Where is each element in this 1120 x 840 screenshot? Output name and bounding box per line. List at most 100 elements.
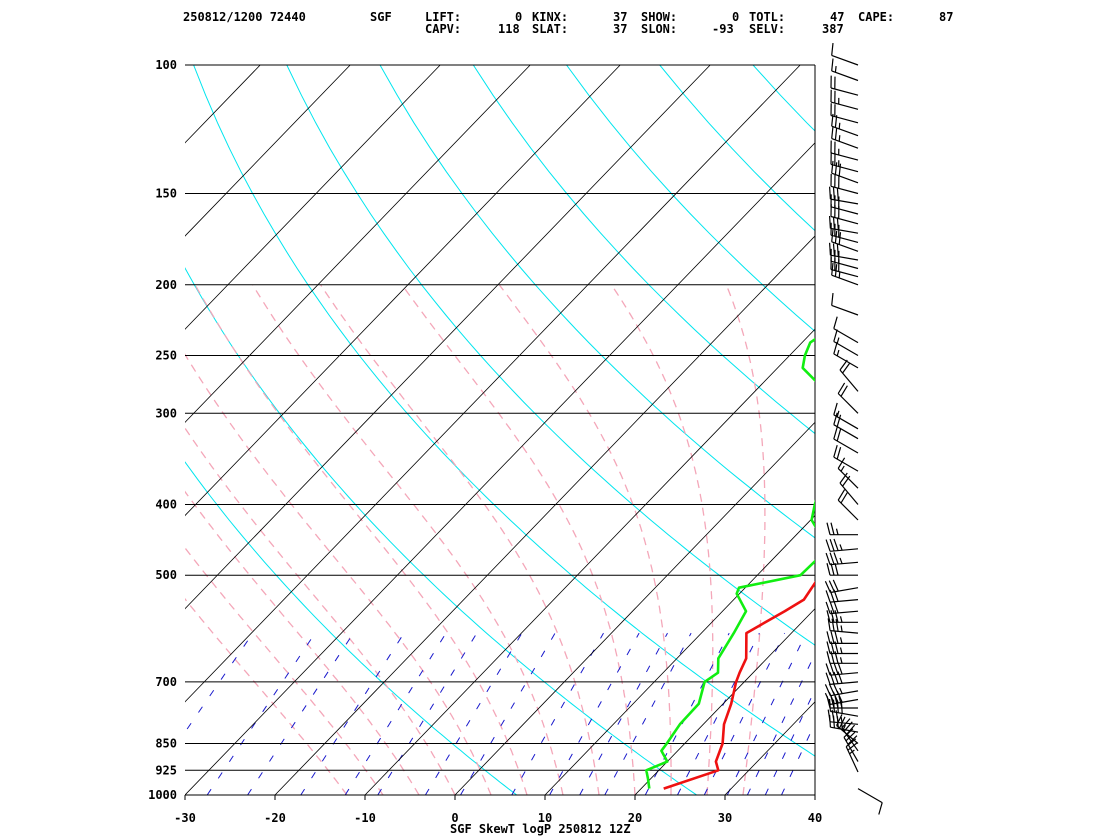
wind-barb-half-feather (838, 271, 841, 278)
wind-barb-feather (825, 590, 831, 603)
moist-adiabat (185, 546, 384, 795)
header-totl-value: 47 (830, 10, 845, 24)
header-lift-label: LIFT: (425, 10, 462, 24)
mixing-ratio-line (206, 632, 316, 795)
wind-barb-feather (846, 724, 856, 735)
wind-barb-half-feather (834, 66, 837, 73)
wind-barb-feather (842, 475, 851, 487)
wind-barb-staff (839, 482, 859, 505)
temperature-tick-label: -20 (264, 811, 286, 825)
wind-barb-feather (825, 552, 831, 565)
wind-barb-feather (833, 662, 839, 675)
dry-adiabat (846, 65, 1120, 795)
isotherm (0, 65, 170, 795)
wind-barb-feather (836, 447, 842, 460)
wind-barb-feather (834, 631, 839, 644)
wind-barb-staff (831, 274, 859, 286)
wind-barb-feather (831, 43, 834, 56)
wind-barb-feather (833, 402, 838, 415)
wind-barb-feather (830, 563, 835, 576)
wind-barb-feather (831, 618, 835, 632)
wind-barb-half-feather (836, 410, 840, 417)
wind-barb-feather (842, 362, 851, 374)
wind-barb-feather (831, 160, 834, 174)
dry-adiabat (659, 65, 815, 232)
wind-barb (857, 788, 883, 815)
wind-barb-feather (827, 618, 831, 631)
wind-barb-staff (830, 587, 859, 594)
wind-barb (825, 589, 859, 603)
wind-barb (826, 651, 858, 664)
wind-barb (839, 472, 859, 505)
wind-barb-feather (829, 242, 831, 256)
wind-barb-feather (829, 601, 835, 614)
temperature-tick-label: 10 (538, 811, 552, 825)
header-slat-value: 37 (613, 22, 628, 36)
wind-barb (831, 293, 859, 316)
dry-adiabat (185, 267, 697, 795)
wind-barb-staff (845, 746, 859, 773)
isotherm (185, 65, 261, 144)
wind-barb-feather (831, 58, 834, 71)
wind-barb-feather (836, 244, 839, 257)
temperature-trace (663, 580, 815, 790)
wind-barb-staff (830, 672, 859, 676)
wind-barb-staff (830, 115, 859, 124)
wind-barb-feather (835, 619, 839, 632)
wind-barb-feather (825, 672, 831, 685)
wind-barb-feather (827, 709, 831, 722)
isobar-label: 500 (155, 568, 177, 582)
wind-barb (825, 662, 859, 676)
wind-barb (825, 552, 859, 566)
moist-adiabat (194, 284, 528, 795)
temperature-tick-label: 40 (808, 811, 822, 825)
wind-barb (833, 316, 859, 344)
wind-barb-feather (829, 539, 835, 552)
wind-barb-feather (829, 552, 835, 565)
wind-barb-staff (830, 599, 859, 603)
wind-barb-staff (830, 548, 859, 552)
wind-barb-feather (826, 631, 831, 644)
wind-barb-staff (830, 206, 859, 215)
moist-adiabat (498, 284, 672, 795)
wind-barb-staff (831, 70, 859, 82)
header-slon-value: -93 (712, 22, 734, 36)
wind-barb-staff (830, 268, 859, 278)
wind-barb (830, 194, 859, 215)
wind-barb-staff (837, 467, 859, 489)
wind-barb-half-feather (839, 544, 843, 551)
wind-barb (831, 43, 859, 66)
dry-adiabat (1033, 65, 1120, 795)
dry-adiabat (185, 461, 518, 795)
mixing-ratio-line (247, 632, 354, 795)
isobar-label: 1000 (148, 788, 177, 802)
dry-adiabat (939, 65, 1120, 795)
wind-barb-feather (828, 683, 835, 696)
wind-barb-feather (834, 162, 838, 175)
wind-barb-half-feather (840, 625, 843, 632)
wind-barb-feather (833, 601, 839, 614)
wind-barb-feather (832, 216, 835, 230)
wind-barb-feather (847, 735, 858, 745)
wind-barb (837, 457, 859, 489)
wind-barb-feather (826, 610, 831, 623)
isotherm (185, 142, 815, 795)
header-slon-label: SLON: (641, 22, 678, 36)
wind-barb (830, 103, 859, 124)
wind-barb-staff (830, 698, 859, 705)
moist-adiabat (725, 284, 766, 795)
isobar-label: 400 (155, 498, 177, 512)
moist-adiabat (185, 353, 492, 795)
wind-barb-feather (825, 601, 831, 614)
moist-adiabat (252, 284, 564, 795)
wind-barb-staff (830, 101, 859, 110)
header-kinx-label: KINX: (532, 10, 569, 24)
wind-barb-feather (838, 232, 842, 245)
dry-adiabat (286, 65, 815, 646)
wind-barb-feather (826, 651, 831, 664)
header-show-value: 0 (732, 10, 740, 24)
wind-barb-feather (837, 457, 846, 469)
wind-barb (824, 579, 859, 594)
wind-barb-feather (833, 341, 838, 355)
